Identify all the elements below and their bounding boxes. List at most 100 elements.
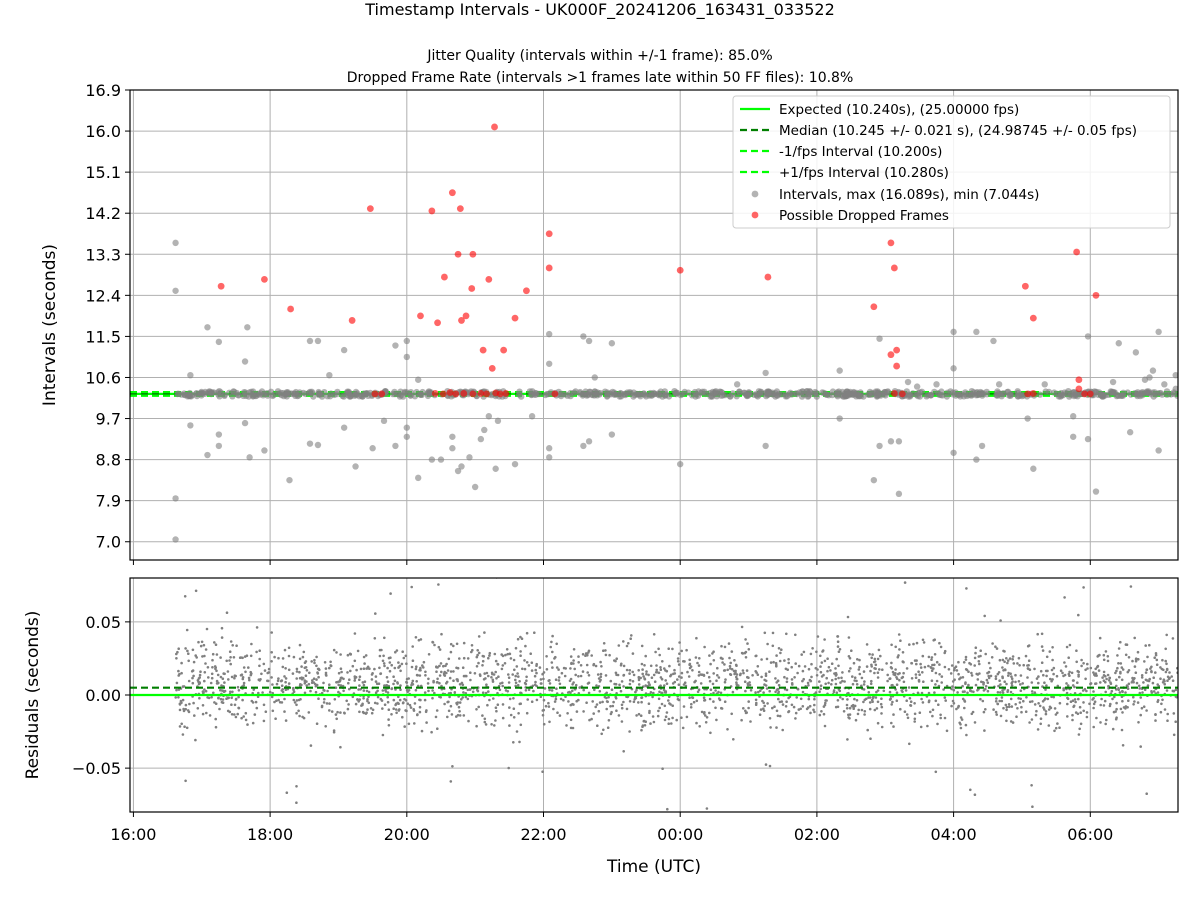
residual-point <box>1039 722 1042 726</box>
interval-point <box>805 392 812 400</box>
residual-point <box>210 676 214 680</box>
residual-point <box>351 664 355 668</box>
residual-point <box>1133 665 1137 668</box>
residual-point <box>1035 709 1038 713</box>
residual-point <box>247 666 250 669</box>
residual-point <box>213 641 216 644</box>
interval-point <box>511 460 519 468</box>
residual-point <box>904 689 908 692</box>
residual-point <box>292 655 296 659</box>
residual-point <box>501 703 505 706</box>
residual-point <box>654 650 657 654</box>
residual-point <box>836 705 840 709</box>
residual-point <box>191 676 194 680</box>
residual-point <box>557 679 561 682</box>
residual-point <box>322 688 325 692</box>
interval-point <box>962 391 969 398</box>
residual-point <box>339 667 343 670</box>
residual-point <box>257 691 260 695</box>
residual-point <box>964 723 968 727</box>
residual-point <box>890 703 893 706</box>
residual-point <box>394 708 398 711</box>
residual-point <box>655 668 658 672</box>
interval-point <box>1108 388 1115 396</box>
residual-point <box>585 663 589 667</box>
residual-point <box>427 689 430 693</box>
residual-point <box>744 638 747 641</box>
residual-point <box>373 637 377 640</box>
interval-point <box>706 389 714 397</box>
residual-point <box>850 704 854 708</box>
residual-point <box>194 738 197 742</box>
interval-point <box>857 392 865 400</box>
residual-point <box>743 651 747 655</box>
residual-point <box>777 697 780 701</box>
interval-point <box>241 419 249 427</box>
residual-point <box>665 711 669 714</box>
residual-point <box>505 648 509 651</box>
residual-point <box>314 690 318 694</box>
residual-point <box>896 655 900 659</box>
residual-point <box>526 698 529 701</box>
residual-point <box>858 672 862 676</box>
residual-point <box>848 656 852 660</box>
residual-point <box>404 709 407 712</box>
residual-point <box>917 678 921 682</box>
residual-point <box>1121 690 1124 693</box>
interval-point <box>947 388 954 395</box>
residual-point <box>545 655 548 658</box>
interval-point <box>365 392 372 399</box>
residual-point <box>494 706 498 709</box>
residual-point <box>906 716 910 720</box>
interval-point <box>449 433 456 440</box>
residual-point <box>764 672 768 675</box>
residual-point <box>375 682 379 686</box>
residual-point <box>747 706 750 710</box>
residual-point <box>516 683 520 687</box>
residual-point <box>521 667 524 671</box>
residual-point <box>891 700 894 704</box>
residual-point <box>1045 655 1049 659</box>
residual-point <box>862 670 866 673</box>
residual-point <box>221 677 225 680</box>
residual-point <box>1121 744 1125 747</box>
residual-point <box>271 709 275 713</box>
residual-point <box>609 712 613 716</box>
residual-point <box>386 691 390 694</box>
residual-point <box>410 585 414 589</box>
residual-point <box>934 683 937 686</box>
residual-point <box>860 708 864 712</box>
residual-point <box>550 689 554 692</box>
interval-point <box>726 393 734 400</box>
residual-point <box>754 698 758 702</box>
residual-point <box>810 675 813 679</box>
residual-point <box>572 659 575 662</box>
residual-point <box>1036 728 1040 731</box>
residual-point <box>1071 684 1075 687</box>
residual-point <box>1162 668 1165 672</box>
residual-point <box>1100 697 1103 701</box>
residual-point <box>899 639 902 642</box>
residual-point <box>661 767 664 770</box>
residual-point <box>913 659 917 662</box>
residual-point <box>968 661 971 665</box>
residual-point <box>1135 681 1139 685</box>
residual-point <box>507 681 511 684</box>
residual-point <box>284 667 287 670</box>
residual-point <box>317 697 320 700</box>
residual-point <box>405 688 409 692</box>
residual-point <box>917 670 920 673</box>
residual-point <box>407 689 411 692</box>
residual-point <box>879 654 882 658</box>
residual-point <box>363 680 367 683</box>
residual-point <box>703 698 707 702</box>
residual-point <box>378 666 381 670</box>
residual-point <box>628 669 632 672</box>
residual-point <box>514 674 517 678</box>
residual-point <box>554 697 558 701</box>
residual-point <box>820 675 824 678</box>
residual-point <box>984 708 987 711</box>
dropped-frame-point <box>1029 390 1037 397</box>
residual-point <box>1120 728 1124 732</box>
residual-point <box>487 656 490 660</box>
